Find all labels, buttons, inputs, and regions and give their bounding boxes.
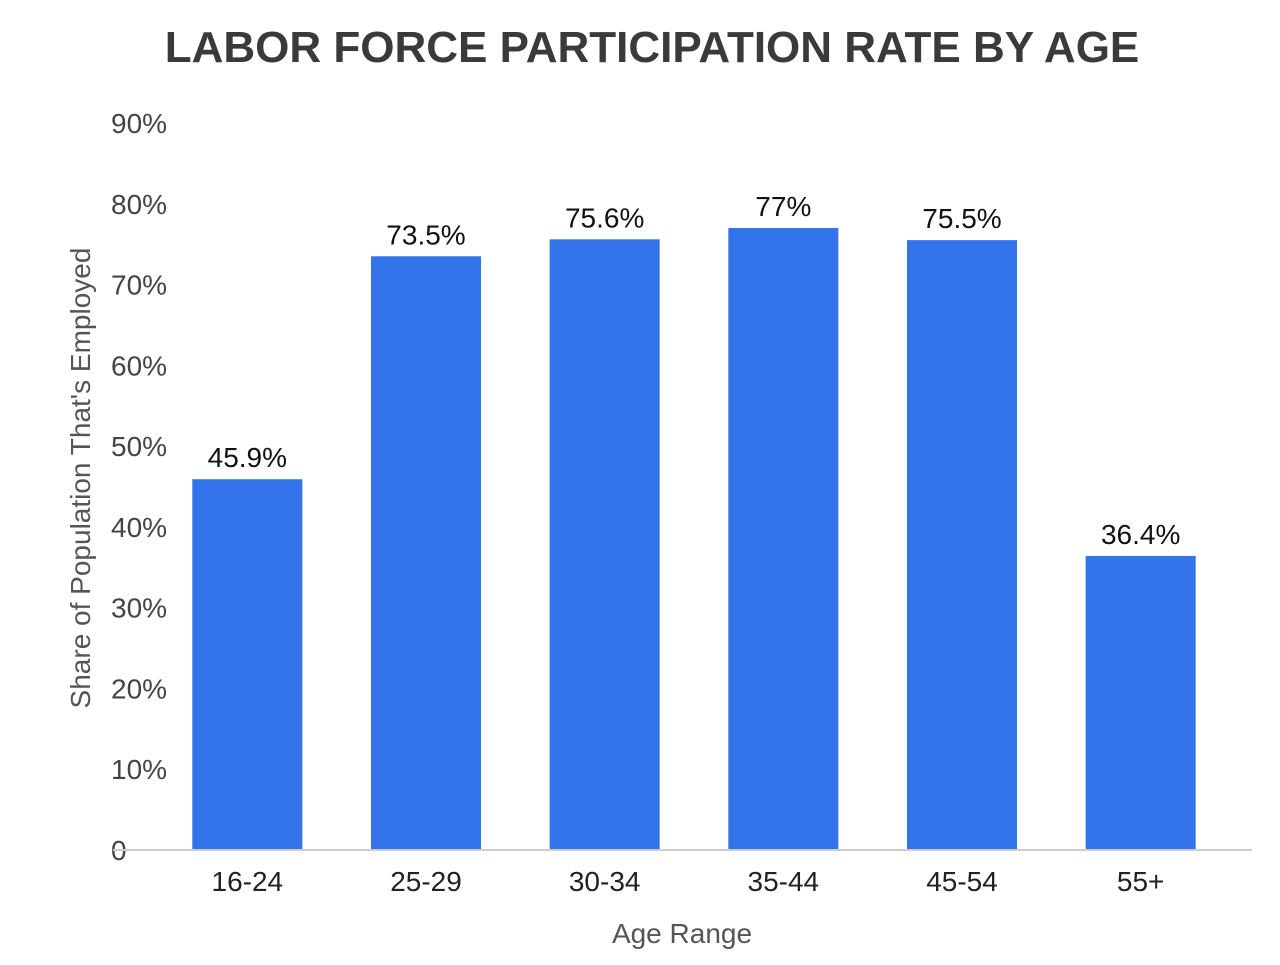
x-tick-label: 45-54	[926, 866, 998, 897]
x-tick-label: 30-34	[569, 866, 641, 897]
x-tick-label: 25-29	[390, 866, 462, 897]
bar-value-label: 75.5%	[922, 203, 1001, 234]
bar-value-label: 73.5%	[386, 219, 465, 250]
bar	[728, 228, 839, 850]
bar	[192, 479, 303, 850]
x-tick-label: 35-44	[748, 866, 820, 897]
y-tick-label: 70%	[111, 270, 167, 301]
bar	[1085, 555, 1196, 850]
bar-value-label: 45.9%	[208, 442, 287, 473]
x-axis-label: Age Range	[612, 918, 752, 949]
y-tick-label: 80%	[111, 189, 167, 220]
chart-title: LABOR FORCE PARTICIPATION RATE BY AGE	[165, 23, 1140, 72]
y-tick-label: 50%	[111, 431, 167, 462]
bar	[371, 256, 481, 850]
y-tick-label: 30%	[111, 593, 167, 624]
y-axis-ticks: 010%20%30%40%50%60%70%80%90%	[111, 108, 167, 866]
y-tick-label: 40%	[111, 512, 167, 543]
x-axis-ticks: 16-24 25-29 30-34 35-44 45-54 55+	[212, 866, 1165, 897]
y-tick-label: 10%	[111, 754, 167, 785]
bars	[192, 228, 1196, 850]
x-tick-label: 16-24	[212, 866, 284, 897]
bar-value-label: 75.6%	[565, 202, 644, 233]
bar-value-label: 36.4%	[1101, 519, 1180, 550]
y-tick-label: 20%	[111, 673, 167, 704]
y-axis-label: Share of Population That's Employed	[65, 248, 96, 709]
bar	[549, 239, 660, 850]
y-tick-label: 90%	[111, 108, 167, 139]
data-labels: 45.9% 73.5% 75.6% 77% 75.5% 36.4%	[208, 191, 1181, 550]
bar-value-label: 77%	[755, 191, 811, 222]
bar	[907, 240, 1017, 850]
x-tick-label: 55+	[1117, 866, 1165, 897]
y-tick-label: 60%	[111, 350, 167, 381]
